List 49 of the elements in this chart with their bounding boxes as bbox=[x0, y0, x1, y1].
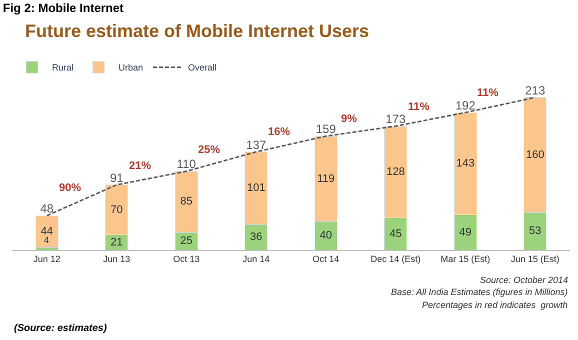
data-label: 49 bbox=[459, 226, 472, 238]
data-label: 160 bbox=[526, 148, 544, 161]
data-label: 101 bbox=[246, 182, 266, 194]
x-tick-label: Jun 15 (Est) bbox=[510, 254, 560, 264]
annotation: 21% bbox=[129, 160, 152, 172]
legend-label: Overall bbox=[188, 62, 217, 73]
data-label: 143 bbox=[456, 158, 475, 170]
data-label: 21 bbox=[110, 236, 123, 248]
annotation: 11% bbox=[408, 101, 430, 113]
annotation: 25% bbox=[198, 144, 220, 156]
data-label: 213 bbox=[525, 83, 546, 98]
text: (Source: estimates) bbox=[14, 323, 108, 334]
data-label: 4 bbox=[44, 235, 50, 245]
x-tick-label: Dec 14 (Est) bbox=[370, 254, 421, 264]
annotation: 11% bbox=[477, 87, 499, 99]
x-tick-label: Jun 14 bbox=[242, 254, 270, 264]
x-tick-label: Oct 13 bbox=[173, 254, 200, 264]
text: Fig 2: Mobile Internet bbox=[2, 0, 124, 15]
bar bbox=[35, 215, 58, 248]
x-tick-label: Mar 15 (Est) bbox=[440, 254, 490, 264]
x-tick-label: Jun 13 bbox=[103, 254, 130, 264]
data-label: 110 bbox=[176, 157, 196, 172]
data-label: 36 bbox=[250, 231, 262, 244]
data-label: 25 bbox=[180, 235, 193, 248]
data-label: 45 bbox=[390, 228, 402, 240]
data-label: 53 bbox=[529, 225, 542, 238]
text: Percentages in red indicates growth bbox=[422, 300, 568, 310]
x-tick-label: Oct 14 bbox=[312, 254, 340, 264]
data-label: 137 bbox=[246, 138, 266, 152]
annotation: 16% bbox=[268, 126, 290, 138]
legend-label: Urban bbox=[118, 62, 144, 73]
x-tick-label: Jun 12 bbox=[33, 254, 60, 264]
legend-label: Rural bbox=[52, 62, 74, 73]
data-label: 159 bbox=[316, 122, 336, 136]
data-label: 40 bbox=[320, 230, 332, 242]
data-label: 128 bbox=[386, 166, 405, 178]
annotation: 9% bbox=[341, 113, 358, 125]
annotation: 90% bbox=[59, 182, 82, 194]
data-label: 173 bbox=[386, 112, 406, 126]
data-label: 48 bbox=[40, 202, 54, 216]
text: Base: All India Estimates (figures in Millions) bbox=[391, 287, 568, 297]
text: Future estimate of Mobile Internet Users bbox=[25, 21, 370, 41]
source-note: Source: October 2014 bbox=[480, 275, 568, 285]
data-label: 91 bbox=[110, 170, 124, 185]
data-label: 119 bbox=[317, 172, 335, 185]
data-label: 44 bbox=[40, 225, 54, 238]
data-label: 85 bbox=[180, 196, 193, 208]
data-label: 192 bbox=[455, 98, 476, 113]
data-label: 70 bbox=[110, 204, 123, 216]
